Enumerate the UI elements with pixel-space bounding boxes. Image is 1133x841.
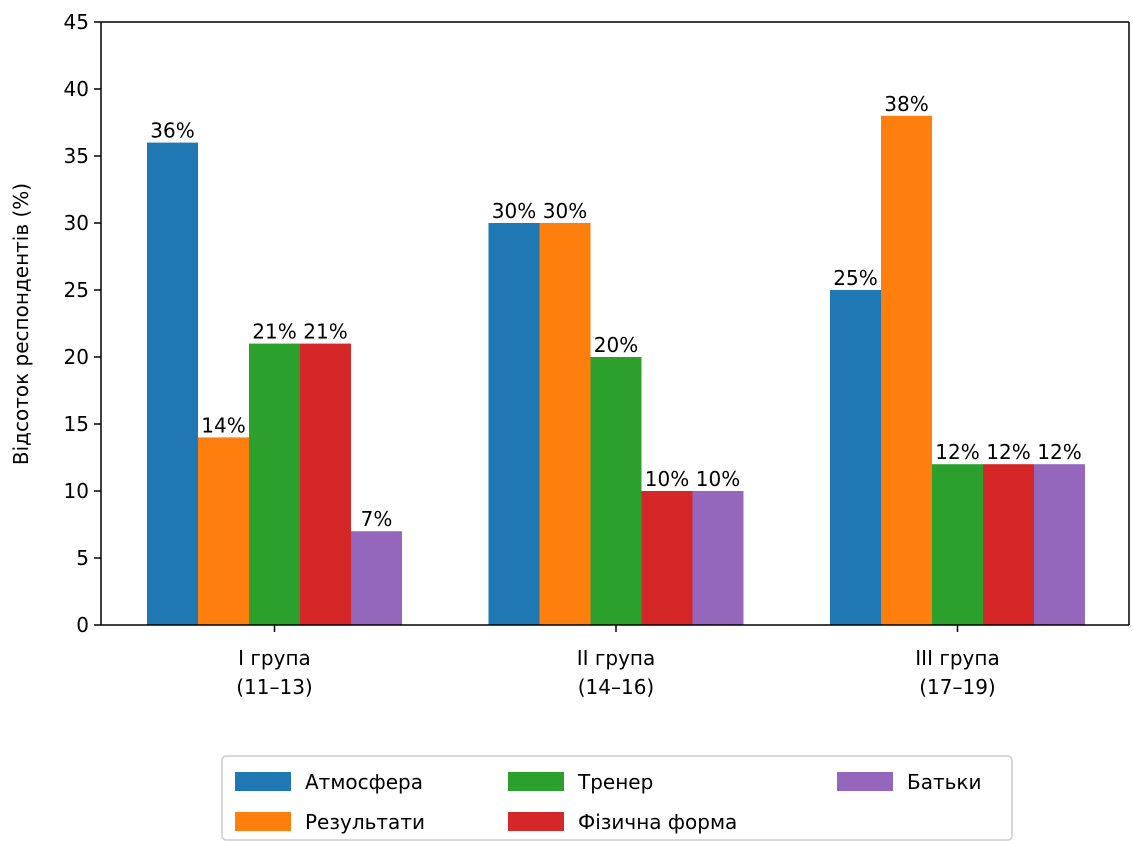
bar-value-label: 10% [645, 467, 689, 491]
legend-swatch [837, 772, 893, 791]
bar-labels-layer: 36% 14% 21% 21% 7% 30% 30% 20% 10% 10% 25% 38% 12% 12… [150, 92, 1081, 531]
bar-2-5 [692, 491, 744, 625]
y-tick-label: 15 [64, 412, 89, 436]
legend-label: Тренер [577, 770, 653, 794]
bar-2-3 [590, 357, 642, 625]
bar-value-label: 14% [201, 413, 245, 437]
y-tick-label: 45 [64, 10, 89, 34]
bar-2-2 [539, 223, 591, 625]
y-tick-label: 30 [64, 211, 89, 235]
legend-label: Фізична форма [578, 810, 737, 834]
bar-value-label: 12% [935, 440, 979, 464]
bar-1-4 [300, 343, 351, 625]
y-tick-label: 5 [76, 546, 89, 570]
legend-swatch [235, 812, 291, 831]
bar-value-label: 21% [252, 320, 296, 344]
bar-value-label: 38% [884, 92, 928, 116]
bar-value-label: 21% [303, 320, 347, 344]
bar-3-4 [983, 464, 1034, 625]
bar-3-5 [1034, 464, 1085, 625]
bar-3-1 [830, 290, 881, 625]
legend-swatch [508, 772, 564, 791]
axes-layer: 0 5 10 15 20 25 30 35 40 45 I група (11–13) II група… [64, 10, 1130, 699]
bar-1-1 [147, 142, 198, 625]
y-tick-label: 10 [64, 479, 89, 503]
y-tick-label: 20 [64, 345, 89, 369]
x-tick-label: II група (14–16) [577, 646, 656, 699]
bars-layer [147, 115, 1085, 626]
bar-value-label: 10% [696, 467, 740, 491]
bar-value-label: 30% [492, 199, 536, 223]
x-tick-label: III група (17–19) [915, 646, 999, 699]
legend: Атмосфера Результати Тренер Фізична форма Ба… [221, 755, 1013, 841]
legend-swatch [508, 812, 564, 831]
legend-swatch [235, 772, 291, 791]
bar-value-label: 12% [1037, 440, 1081, 464]
y-tick-label: 35 [64, 144, 89, 168]
bar-3-3 [932, 464, 983, 625]
bar-value-label: 20% [594, 333, 638, 357]
bar-3-2 [881, 115, 932, 626]
y-axis-title: Відсоток респондентів (%) [9, 183, 33, 465]
bar-value-label: 25% [833, 266, 877, 290]
legend-label: Результати [305, 810, 425, 834]
x-tick-label: I група (11–13) [236, 646, 313, 699]
y-tick-label: 40 [64, 77, 89, 101]
y-tick-label: 0 [76, 613, 89, 637]
bar-1-3 [249, 343, 300, 625]
y-tick-label: 25 [64, 278, 89, 302]
bar-value-label: 12% [986, 440, 1030, 464]
bar-value-label: 30% [543, 199, 587, 223]
bar-value-label: 7% [361, 507, 393, 531]
bar-2-4 [641, 491, 693, 625]
legend-frame [221, 755, 1013, 841]
legend-label: Батьки [907, 770, 982, 794]
bar-value-label: 36% [150, 119, 194, 143]
bar-2-1 [488, 223, 540, 625]
bar-1-5 [351, 531, 402, 625]
legend-label: Атмосфера [305, 770, 423, 794]
bar-1-2 [198, 437, 249, 625]
